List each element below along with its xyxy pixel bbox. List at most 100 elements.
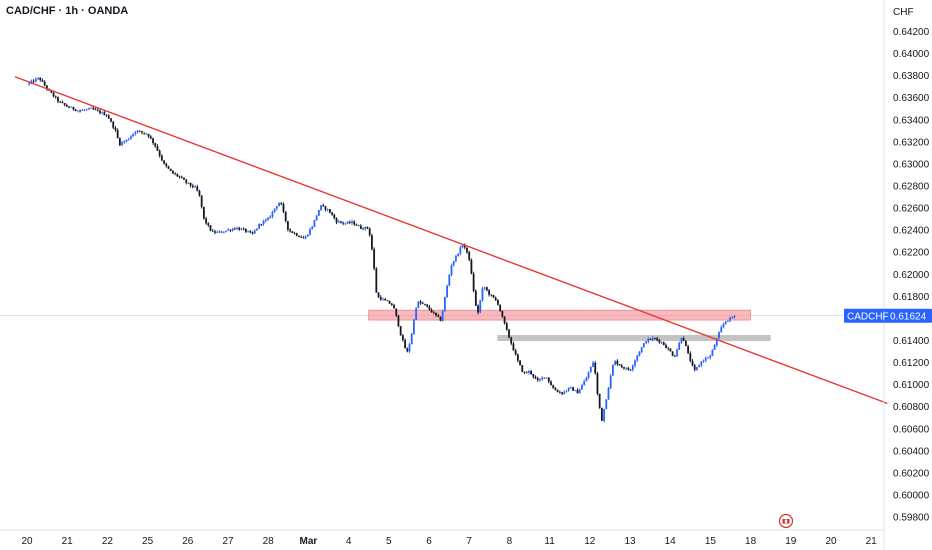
candle-body: [474, 290, 477, 306]
candle-body: [309, 229, 311, 235]
candle-body: [147, 134, 150, 137]
candle-body: [565, 390, 568, 392]
candle-body: [220, 231, 223, 233]
x-tick-label: 15: [705, 536, 717, 547]
candle-body: [709, 355, 712, 358]
x-tick-label: 11: [544, 536, 555, 547]
candle-body: [202, 206, 205, 219]
candle-body: [733, 316, 736, 318]
candle-body: [63, 103, 66, 105]
candle-body: [461, 245, 464, 248]
candle-body: [607, 388, 610, 400]
x-tick-label: 21: [62, 536, 74, 547]
candle-body: [28, 82, 31, 85]
candle-body: [532, 374, 535, 377]
candle-body: [481, 288, 484, 301]
candle-body: [514, 350, 517, 355]
candle-body: [300, 236, 303, 238]
candle-body: [348, 221, 351, 223]
candle-body: [238, 227, 241, 230]
candle-body: [289, 229, 292, 232]
y-tick-label: 0.59800: [893, 513, 930, 524]
candle-body: [185, 179, 188, 183]
candle-body: [499, 304, 502, 311]
candle-body: [74, 109, 77, 111]
candle-body: [340, 221, 342, 223]
candle-body: [242, 228, 245, 230]
candle-body: [662, 342, 665, 345]
candle-body: [165, 163, 168, 167]
candle-body: [54, 96, 57, 98]
candle-body: [528, 371, 530, 373]
candle-body: [720, 327, 723, 333]
candle-body: [333, 214, 336, 219]
trendline-layer[interactable]: [14, 76, 888, 405]
candle-body: [331, 212, 334, 215]
candle-body: [32, 80, 35, 82]
candle-body: [103, 112, 106, 116]
candle-body: [477, 305, 479, 313]
y-tick-label: 0.62200: [893, 248, 930, 259]
time-axis[interactable]: 20 21 22 25 26 27 28 Mar 4 5 6 7 8 11 12 13 14 15 18 19 20 21: [0, 529, 884, 547]
candle-body: [138, 130, 141, 132]
candle-body: [293, 232, 296, 234]
flag-layer[interactable]: [778, 513, 794, 529]
candle-body: [534, 376, 537, 379]
flag-icon-center: [784, 519, 788, 523]
y-tick-label: 0.62800: [893, 182, 930, 193]
candle-body: [525, 372, 528, 374]
x-tick-label: Mar: [300, 536, 318, 547]
candle-body: [634, 360, 636, 366]
candle-body: [512, 343, 515, 351]
candle-body: [567, 387, 570, 391]
candle-body: [359, 225, 362, 229]
y-tick-label: 0.62000: [893, 270, 930, 281]
candle-body: [587, 372, 590, 378]
candle-body: [718, 332, 720, 339]
candle-body: [324, 206, 327, 210]
candle-body: [200, 195, 203, 207]
candle-body: [298, 235, 300, 237]
downtrend-line[interactable]: [14, 76, 888, 405]
candle-body: [510, 337, 513, 344]
y-tick-label: 0.64000: [893, 49, 930, 60]
candle-body: [194, 186, 196, 188]
candle-body: [466, 247, 468, 253]
candle-body: [638, 352, 641, 356]
candle-body: [667, 348, 670, 349]
price-axis[interactable]: CHF 0.64200 0.64000 0.63800 0.63600 0.63400 0.…: [883, 0, 930, 550]
candle-body: [251, 232, 254, 234]
candle-body: [656, 338, 659, 341]
candle-body: [682, 338, 685, 341]
candle-body: [561, 392, 563, 394]
y-tick-label: 0.60200: [893, 468, 930, 479]
candle-body: [253, 230, 256, 234]
y-tick-label: 0.60800: [893, 402, 930, 413]
candle-body: [437, 315, 440, 317]
candle-body: [401, 335, 404, 341]
candle-body: [671, 351, 674, 356]
candle-body: [158, 150, 161, 156]
candle-body: [485, 287, 488, 291]
candle-body: [227, 229, 230, 231]
candle-body: [346, 221, 349, 224]
candle-body: [337, 221, 340, 223]
candle-body: [658, 340, 661, 343]
candle-body: [696, 367, 698, 370]
candle-body: [306, 234, 309, 237]
candle-body: [315, 215, 318, 221]
candle-body: [90, 107, 93, 109]
candle-body: [421, 303, 424, 304]
candle-body: [382, 299, 384, 300]
candle-body: [552, 385, 555, 389]
candle-body: [455, 255, 457, 262]
candle-body: [134, 131, 137, 134]
candle-body: [488, 290, 490, 295]
candle-body: [198, 190, 201, 196]
candle-body: [596, 373, 599, 394]
candle-body: [441, 311, 444, 321]
candle-body: [600, 407, 603, 421]
candle-body: [143, 132, 146, 134]
candle-body: [351, 221, 353, 223]
